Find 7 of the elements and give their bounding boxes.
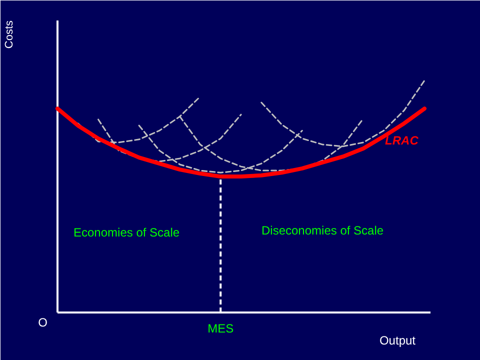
series-label: LRAC [385,134,419,148]
x-axis-title: Output [379,334,416,348]
text: MES [208,322,234,336]
annotation: Diseconomies of Scale [262,224,384,238]
text: O [38,316,48,330]
annotation: Economies of Scale [74,226,180,240]
y-axis-title: Costs [4,20,16,49]
